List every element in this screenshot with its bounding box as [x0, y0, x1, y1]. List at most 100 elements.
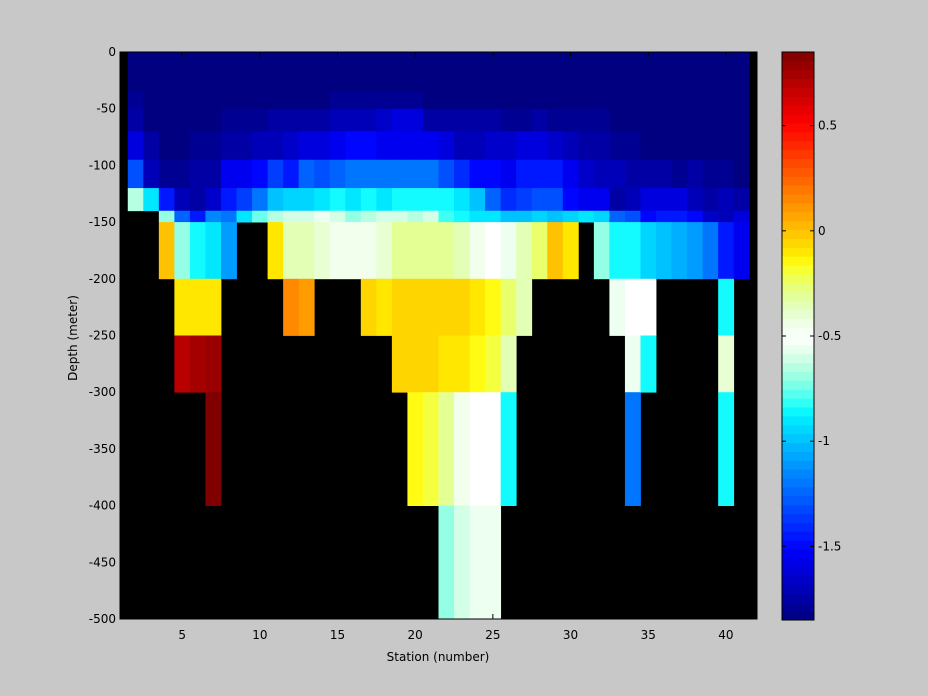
- heatmap-cell: [547, 131, 564, 161]
- heatmap-cell: [718, 159, 735, 189]
- heatmap-cell: [718, 222, 735, 280]
- y-tick-label: -300: [89, 385, 116, 399]
- heatmap-cell: [578, 188, 595, 212]
- heatmap-cell: [438, 210, 455, 223]
- heatmap-cell: [205, 210, 222, 223]
- heatmap-cell: [609, 108, 626, 132]
- heatmap-cell: [469, 52, 486, 68]
- heatmap-cell: [422, 335, 439, 393]
- heatmap-cell: [283, 278, 300, 336]
- heatmap-cell: [174, 91, 191, 110]
- heatmap-cell: [562, 210, 579, 223]
- heatmap-cell: [687, 222, 704, 280]
- heatmap-cell: [329, 222, 346, 280]
- heatmap-cell: [702, 210, 719, 223]
- heatmap-cell: [345, 210, 362, 223]
- colorbar-band: [782, 140, 814, 151]
- heatmap-cell: [687, 210, 704, 223]
- heatmap-cell: [454, 278, 470, 336]
- heatmap-cell: [267, 222, 284, 280]
- heatmap-cell: [329, 52, 346, 68]
- heatmap-cell: [454, 131, 470, 161]
- heatmap-cell: [298, 108, 315, 132]
- heatmap-cell: [220, 52, 237, 68]
- heatmap-cell: [671, 210, 688, 223]
- y-tick-label: -400: [89, 499, 116, 513]
- heatmap-cell: [547, 108, 564, 132]
- colorbar-tick-label: -0.5: [818, 329, 841, 343]
- heatmap-cell: [220, 188, 237, 212]
- colorbar-band: [782, 575, 814, 586]
- plot-area: [119, 51, 758, 620]
- heatmap-cell: [516, 131, 533, 161]
- heatmap-cell: [624, 52, 641, 68]
- heatmap-cell: [578, 159, 595, 189]
- heatmap-cell: [267, 210, 284, 223]
- heatmap-cell: [562, 91, 579, 110]
- heatmap-cell: [469, 505, 486, 620]
- heatmap-cell: [702, 131, 719, 161]
- heatmap-cell: [205, 278, 222, 336]
- heatmap-cell: [189, 131, 206, 161]
- heatmap-cell: [718, 278, 735, 336]
- colorbar-tick-label: -1.5: [818, 539, 841, 553]
- heatmap-cell: [531, 108, 548, 132]
- heatmap-cell: [236, 159, 253, 189]
- colorbar-band: [782, 380, 814, 390]
- heatmap-cell: [407, 159, 424, 189]
- heatmap-cell: [593, 222, 610, 280]
- heatmap-cell: [127, 131, 144, 161]
- heatmap-cell: [407, 278, 424, 336]
- heatmap-cell: [438, 108, 455, 132]
- x-tick-label: 40: [718, 628, 733, 642]
- heatmap-cell: [360, 108, 377, 132]
- heatmap-cell: [485, 335, 502, 393]
- heatmap-cell: [158, 52, 175, 68]
- heatmap-cell: [469, 188, 486, 212]
- colorbar-band: [782, 282, 814, 293]
- heatmap-cell: [624, 108, 641, 132]
- colorbar-band: [782, 158, 814, 168]
- heatmap-cell: [531, 159, 548, 189]
- colorbar-band: [782, 389, 814, 399]
- heatmap-cell: [454, 159, 470, 189]
- heatmap-cell: [469, 66, 486, 93]
- colorbar-band: [782, 504, 814, 515]
- heatmap-cell: [624, 131, 641, 161]
- heatmap-cell: [531, 210, 548, 223]
- y-tick-label: -350: [89, 442, 116, 456]
- colorbar-band: [782, 300, 814, 310]
- colorbar-band: [782, 194, 814, 204]
- colorbar-band: [782, 557, 814, 568]
- heatmap-cell: [422, 131, 439, 161]
- heatmap-cell: [547, 222, 564, 280]
- heatmap-cell: [624, 278, 641, 336]
- heatmap-cell: [547, 210, 564, 223]
- heatmap-cell: [345, 91, 362, 110]
- heatmap-cell: [143, 66, 160, 93]
- heatmap-cell: [329, 188, 346, 212]
- heatmap-cell: [624, 159, 641, 189]
- heatmap-cell: [252, 66, 268, 93]
- heatmap-cell: [718, 210, 735, 223]
- x-tick-label: 15: [330, 628, 345, 642]
- heatmap-cell: [174, 188, 191, 212]
- colorbar-band: [782, 238, 814, 248]
- y-tick-label: -50: [96, 102, 116, 116]
- heatmap-cells: [127, 52, 750, 620]
- heatmap-cell: [314, 222, 331, 280]
- colorbar-band: [782, 344, 814, 355]
- heatmap-cell: [283, 91, 300, 110]
- heatmap-cell: [252, 210, 268, 223]
- heatmap-cell: [329, 66, 346, 93]
- heatmap-cell: [143, 91, 160, 110]
- heatmap-cell: [687, 188, 704, 212]
- heatmap-cell: [516, 278, 533, 336]
- heatmap-cell: [267, 131, 284, 161]
- heatmap-cell: [547, 159, 564, 189]
- heatmap-cell: [562, 52, 579, 68]
- heatmap-cell: [298, 278, 315, 336]
- heatmap-cell: [702, 52, 719, 68]
- heatmap-cell: [562, 188, 579, 212]
- heatmap-cell: [345, 159, 362, 189]
